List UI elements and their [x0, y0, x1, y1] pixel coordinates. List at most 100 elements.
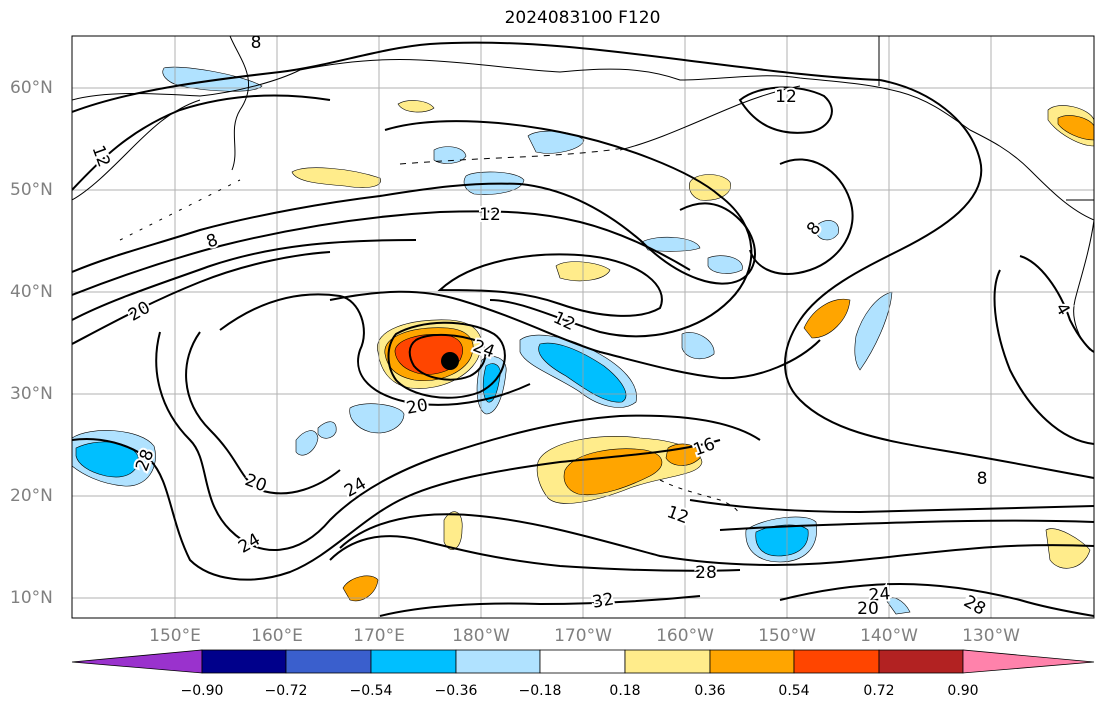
colorbar-bin: [624, 649, 711, 674]
contour-label: 32: [591, 589, 616, 612]
contour-8-east: [784, 79, 1094, 479]
positive-anomaly-band-core: [563, 448, 663, 496]
contour-label: 20: [125, 298, 154, 326]
lon-label: 160°E: [251, 626, 303, 646]
contour-eq-4: [779, 582, 1094, 617]
contour-24-sw: [155, 331, 761, 551]
contour-label: 12: [88, 143, 114, 170]
colorbar-tick-label: −0.36: [434, 683, 478, 699]
lon-label: 170°E: [353, 626, 405, 646]
negative-anomaly-6: [527, 130, 585, 154]
colorbar-tick-label: −0.54: [349, 683, 393, 699]
lat-label: 10°N: [10, 588, 53, 608]
colorbar-tick-label: −0.72: [264, 683, 308, 699]
positive-anomaly-small-2: [291, 167, 381, 188]
map-title: 2024083100 F120: [504, 8, 661, 28]
positive-anomaly-small-7: [342, 575, 379, 602]
contour-24-storm: [408, 333, 487, 381]
contour-eq-1: [339, 513, 1094, 566]
colorbar-bin: [455, 649, 541, 674]
negative-anomaly-12: [815, 220, 839, 241]
negative-anomaly-7: [433, 146, 467, 164]
contour-20-storm: [387, 321, 506, 399]
contour-8-north: [72, 41, 881, 113]
coastline-alaska-south: [619, 85, 801, 151]
colorbar-bin: [201, 649, 287, 674]
colorbar-bin: [878, 649, 964, 674]
contour-label: 12: [479, 205, 501, 225]
colorbar-extend-high: [962, 649, 1095, 674]
contour-label: 24: [868, 584, 891, 606]
contour-label: 20: [405, 395, 430, 418]
contour-label: 20: [857, 599, 879, 619]
coastline-hawaii: [659, 479, 739, 513]
contour-label: 24: [341, 474, 370, 502]
colorbar-bin: [370, 649, 457, 674]
positive-anomaly-small-4: [803, 298, 851, 339]
negative-anomaly-east-core: [755, 524, 809, 557]
negative-anomaly-2: [349, 403, 405, 434]
contour-32-south: [379, 595, 701, 617]
colorbar-bin: [285, 649, 372, 674]
contour-eq-3: [719, 519, 1094, 531]
negative-anomaly-14: [317, 421, 337, 439]
lon-label: 170°W: [554, 626, 612, 646]
contour-12-east: [738, 86, 833, 134]
lat-label: 20°N: [10, 486, 53, 506]
contour-20-mid: [219, 293, 531, 406]
contour-label: 12: [664, 502, 691, 528]
negative-anomaly-band-core: [538, 342, 627, 403]
colorbar-tick-label: −0.18: [518, 683, 562, 699]
contour-8-west: [72, 182, 756, 285]
contour-12-big: [384, 120, 753, 338]
contour-label: 8: [977, 469, 988, 489]
contour-label: 24: [235, 530, 264, 558]
coastline-bering-north: [229, 36, 250, 171]
lat-label: 50°N: [10, 180, 53, 200]
negative-anomaly-11: [854, 291, 893, 371]
contour-28-sw: [72, 438, 721, 581]
contour-12-ring: [437, 253, 663, 317]
positive-anomaly-small-6: [1057, 115, 1094, 141]
colorbar-bin: [793, 649, 880, 674]
negative-anomaly-9: [707, 255, 743, 274]
contour-20-west: [72, 251, 331, 345]
contour-16-west: [72, 239, 417, 321]
contour-label: 28: [695, 563, 717, 583]
colorbar-tick-label: 0.36: [694, 683, 726, 699]
negative-anomaly-4: [162, 66, 263, 92]
negative-anomaly-13: [295, 430, 319, 456]
colorbar-extend-low: [71, 649, 203, 674]
contour-label: 28: [960, 592, 989, 620]
anomaly-shading: [72, 66, 1094, 615]
contour-4-east-b: [1019, 255, 1094, 353]
colorbar-tick-label: 0.90: [947, 683, 979, 699]
contour-28-south: [329, 535, 741, 572]
colorbar: [71, 649, 1095, 674]
contour-4-east: [993, 269, 1094, 445]
storm-center-marker: [441, 352, 459, 370]
contour-16-mid: [329, 290, 821, 380]
colorbar-bin: [539, 649, 626, 674]
contour-label: 8: [251, 33, 262, 53]
positive-anomaly-small-9: [1045, 528, 1091, 569]
lon-label: 150°E: [149, 626, 201, 646]
positive-anomaly-small-8: [443, 511, 463, 550]
coastline-aleutians: [399, 147, 625, 165]
lon-label: 140°W: [860, 626, 918, 646]
graticule: [72, 36, 1094, 618]
contour-12-nw: [72, 94, 331, 191]
contour-8-eastlobe: [749, 158, 854, 275]
coastline-kuril: [119, 179, 241, 241]
lat-label: 60°N: [10, 78, 53, 98]
lat-label: 30°N: [10, 384, 53, 404]
lon-label: 150°W: [758, 626, 816, 646]
contour-12-west: [72, 210, 691, 296]
negative-anomaly-10: [681, 332, 715, 360]
contour-eq-2: [689, 499, 1094, 514]
colorbar-tick-label: 0.72: [863, 683, 895, 699]
lat-label: 40°N: [10, 282, 53, 302]
colorbar-tick-label: 0.54: [778, 683, 810, 699]
positive-anomaly-small-10: [397, 100, 435, 113]
contour-label: 12: [775, 87, 797, 107]
